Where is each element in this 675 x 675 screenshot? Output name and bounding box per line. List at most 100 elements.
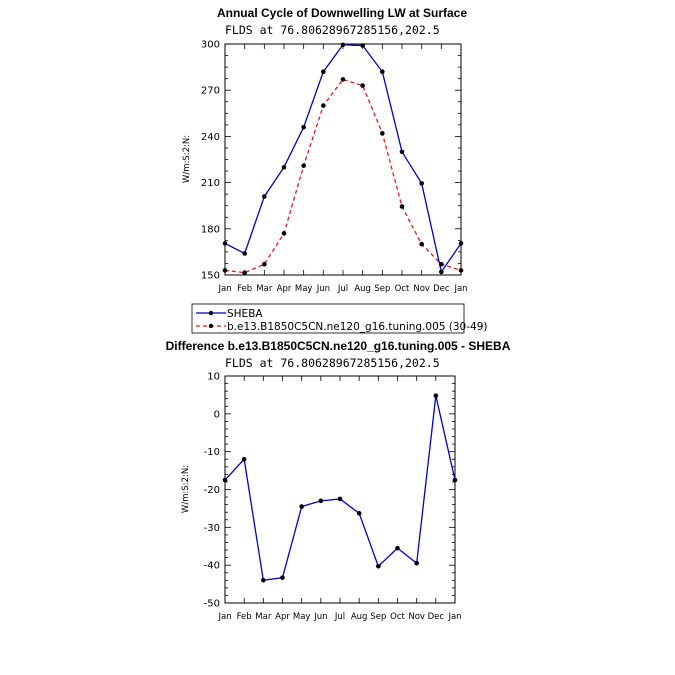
chart-2-series-0-point [395, 545, 400, 551]
chart-1-series-0-point [360, 43, 365, 48]
chart-2-x-tick-label: May [293, 612, 311, 622]
legend-label-model: b.e13.B1850C5CN.ne120_g16.tuning.005 (30… [227, 321, 487, 333]
chart-1-y-axis-label: W/m:S:2:N: [182, 135, 192, 183]
chart-2-y-tick-label: 10 [207, 372, 220, 383]
chart-1-subtitle: FLDS at 76.80628967285156,202.5 [225, 23, 440, 37]
chart-2-x-tick-label: Jun [313, 612, 327, 622]
chart-1-y-tick-label: 180 [201, 224, 220, 235]
chart-1-series-0-point [222, 241, 228, 246]
chart-2-x-tick-label: Nov [408, 612, 425, 622]
chart-1-series-0-point [321, 69, 326, 75]
chart-1-series-1-point [321, 103, 326, 108]
chart-1-x-tick-label: Jan [217, 284, 231, 294]
chart-1-series-1-point [439, 261, 444, 267]
chart-1-series-1-point [360, 83, 365, 88]
legend-box [191, 303, 465, 334]
legend-marker-model [208, 323, 214, 329]
chart-2-series-0-point [318, 498, 324, 504]
chart-2-x-tick-label: Jan [217, 612, 231, 622]
chart-1-plot-area [222, 42, 464, 275]
chart-2-series-0-point [433, 393, 439, 398]
chart-2-x-tick-label: Oct [390, 612, 405, 622]
chart-1-series-0-point [301, 124, 306, 130]
legend: SHEBA b.e13.B1850C5CN.ne120_g16.tuning.0… [191, 303, 487, 334]
chart-1-x-tick-label: Sep [374, 284, 390, 294]
chart-1-y-tick-label: 210 [201, 178, 220, 189]
chart-1-series-1-point [262, 261, 267, 267]
chart-1-x-tick-label: Jul [337, 284, 348, 294]
chart-2-y-tick-label: 0 [214, 409, 220, 420]
chart-1-series-1-point [399, 204, 405, 209]
chart-2-subtitle: FLDS at 76.80628967285156,202.5 [225, 356, 440, 370]
chart-2-plot-area [222, 393, 458, 583]
chart-1-series-0-point [380, 69, 385, 75]
chart-1-series-1-point [458, 268, 464, 273]
chart-1-y-tick-label: 240 [201, 132, 220, 143]
chart-2-y-tick-label: -10 [204, 447, 220, 458]
chart-2-frame [224, 375, 456, 604]
chart-1-x-tick-label: Oct [395, 284, 410, 294]
chart-2-series-0-line [224, 395, 456, 582]
chart-1-y-tick-label: 270 [201, 86, 220, 97]
chart-1-x-tick-label: Jan [453, 284, 467, 294]
chart-1-series-0-point [458, 241, 464, 246]
chart-1-x-tick-label: Apr [277, 284, 292, 294]
chart-2-x-tick-label: Dec [428, 612, 445, 622]
chart-1-series-0-point [419, 181, 424, 186]
chart-1-x-tick-label: Aug [354, 284, 371, 294]
chart-2-x-tick-label: Apr [275, 612, 290, 622]
legend-label-sheba: SHEBA [227, 308, 263, 320]
chart-2-series-0-point [299, 504, 304, 509]
chart-2-y-tick-label: -30 [204, 523, 220, 534]
chart-1: Annual Cycle of Downwelling LW at Surfac… [182, 6, 468, 294]
chart-1-series-0-point [439, 269, 444, 275]
legend-item-model: b.e13.B1850C5CN.ne120_g16.tuning.005 (30… [196, 321, 487, 333]
chart-1-series-1-line [224, 78, 462, 274]
chart-2-x-tick-label: Sep [370, 612, 386, 622]
chart-1-x-tick-label: Mar [256, 284, 273, 294]
chart-2-series-0-point [280, 575, 285, 580]
chart-1-series-1-point [222, 268, 228, 273]
chart-1-series-0-point [281, 164, 287, 170]
chart-2-x-tick-label: Mar [255, 612, 272, 622]
chart-1-x-tick-label: Feb [237, 284, 252, 294]
chart-2-x-tick-label: Jan [447, 612, 461, 622]
chart-1-y-tick-label: 150 [201, 271, 220, 282]
chart-1-x-tick-label: Nov [413, 284, 430, 294]
chart-1-series-0-point [262, 194, 267, 199]
chart-1-axes: Jan Feb Mar Apr May Jun Jul Aug Sep Oct Nov Dec Jan1… [201, 40, 468, 295]
chart-2-axes: Jan Feb Mar Apr May Jun Jul Aug Sep Oct Nov Dec Jan-… [204, 372, 462, 623]
chart-1-series-1-point [242, 270, 247, 275]
chart-1-series-0-point [399, 149, 405, 155]
chart-1-series-0-point [340, 42, 346, 48]
chart-2-x-tick-label: Aug [351, 612, 368, 622]
chart-2-x-tick-label: Jul [334, 612, 345, 622]
chart-2-y-tick-label: -50 [204, 599, 220, 610]
chart-1-x-tick-label: May [295, 284, 313, 294]
chart-2-series-0-point [337, 496, 343, 502]
chart-2-series-0-point [414, 560, 419, 566]
legend-item-sheba: SHEBA [196, 308, 263, 320]
chart-2-series-0-point [241, 456, 247, 462]
chart-2-y-tick-label: -20 [204, 485, 220, 496]
chart-1-series-1-point [419, 241, 424, 247]
chart-2-y-tick-label: -40 [204, 561, 220, 572]
chart-1-series-1-point [301, 163, 306, 168]
chart-1-title: Annual Cycle of Downwelling LW at Surfac… [217, 6, 467, 20]
chart-2-series-0-point [376, 564, 381, 569]
chart-1-series-1-point [380, 131, 385, 136]
chart-2-series-0-point [452, 477, 458, 483]
chart-2-title: Difference b.e13.B1850C5CN.ne120_g16.tun… [166, 339, 511, 353]
chart-1-series-1-point [340, 77, 346, 82]
chart-1-y-tick-label: 300 [201, 40, 220, 51]
chart-1-x-tick-label: Dec [433, 284, 450, 294]
chart-2-series-0-point [222, 477, 228, 483]
chart-1-series-1-point [281, 231, 287, 236]
chart-2-series-0-point [356, 511, 362, 516]
chart-1-x-tick-label: Jun [316, 284, 330, 294]
chart-2: Difference b.e13.B1850C5CN.ne120_g16.tun… [166, 339, 511, 622]
chart-2-series-0-point [261, 578, 266, 583]
chart-2-x-tick-label: Feb [237, 612, 252, 622]
legend-marker-sheba [208, 310, 214, 316]
